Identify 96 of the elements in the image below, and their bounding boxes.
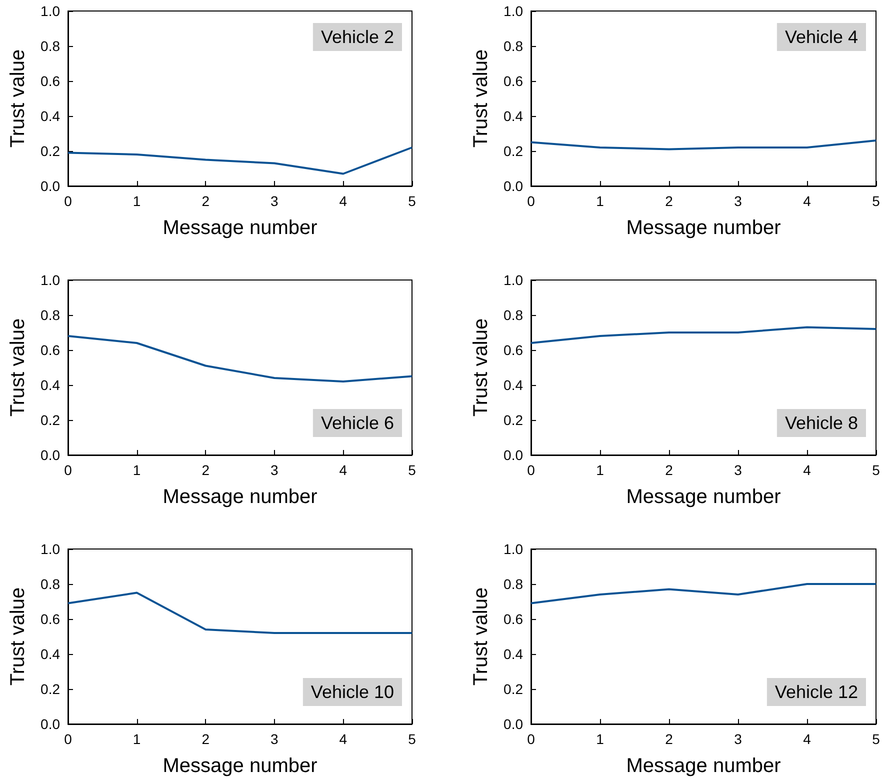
y-tick-label: 1.0 bbox=[504, 541, 524, 557]
y-tick-label: 0.2 bbox=[504, 412, 524, 428]
y-tick-label: 0.0 bbox=[40, 447, 60, 463]
y-axis-title: Trust value bbox=[7, 318, 29, 417]
x-tick-label: 2 bbox=[202, 462, 210, 478]
y-tick-label: 0.2 bbox=[40, 681, 60, 697]
y-tick-label: 0.2 bbox=[504, 143, 524, 159]
x-tick-label: 0 bbox=[64, 193, 72, 209]
y-tick-label: 1.0 bbox=[40, 3, 60, 19]
x-tick-label: 2 bbox=[665, 731, 674, 747]
x-tick-label: 3 bbox=[270, 462, 278, 478]
x-tick-label: 1 bbox=[596, 731, 604, 747]
y-tick-label: 0.6 bbox=[504, 611, 524, 627]
x-tick-label: 5 bbox=[408, 193, 416, 209]
x-axis-title: Message number bbox=[162, 755, 318, 777]
y-tick-label: 0.6 bbox=[504, 73, 524, 89]
x-tick-label: 5 bbox=[408, 731, 416, 747]
y-tick-label: 0.6 bbox=[40, 73, 60, 89]
x-tick-label: 1 bbox=[596, 462, 604, 478]
x-axis-title: Message number bbox=[162, 486, 318, 508]
y-tick-label: 0.0 bbox=[504, 178, 524, 194]
y-tick-label: 1.0 bbox=[40, 541, 60, 557]
y-axis-title: Trust value bbox=[470, 318, 492, 417]
x-tick-label: 2 bbox=[202, 731, 210, 747]
y-tick-label: 0.8 bbox=[504, 38, 524, 54]
x-tick-label: 4 bbox=[803, 193, 812, 209]
x-tick-label: 3 bbox=[734, 193, 742, 209]
line-series bbox=[530, 140, 877, 150]
y-tick-label: 0.6 bbox=[40, 342, 60, 358]
annotation: Vehicle 2 bbox=[320, 27, 394, 47]
y-axis-title: Trust value bbox=[7, 49, 29, 148]
y-tick-label: 1.0 bbox=[504, 3, 524, 19]
y-tick-label: 0.0 bbox=[40, 716, 60, 732]
x-tick-label: 1 bbox=[132, 462, 141, 478]
x-tick-label: 1 bbox=[132, 731, 141, 747]
y-tick-label: 0.8 bbox=[40, 38, 60, 54]
y-tick-label: 0.4 bbox=[40, 377, 60, 393]
annotation: Vehicle 6 bbox=[320, 413, 394, 433]
x-tick-label: 4 bbox=[339, 731, 348, 747]
y-tick-label: 0.8 bbox=[40, 307, 60, 323]
y-tick-label: 0.4 bbox=[40, 646, 60, 662]
x-tick-label: 2 bbox=[665, 193, 674, 209]
x-tick-label: 3 bbox=[734, 462, 742, 478]
x-tick-label: 1 bbox=[596, 193, 604, 209]
y-axis-title: Trust value bbox=[7, 587, 29, 686]
x-tick-label: 0 bbox=[527, 462, 536, 478]
x-tick-label: 3 bbox=[270, 193, 278, 209]
y-tick-label: 0.8 bbox=[40, 576, 60, 592]
x-tick-label: 5 bbox=[872, 462, 880, 478]
x-axis-title: Message number bbox=[626, 755, 782, 777]
x-tick-label: 0 bbox=[64, 731, 72, 747]
line-series bbox=[67, 335, 413, 382]
y-tick-label: 0.8 bbox=[504, 307, 524, 323]
annotation: Vehicle 4 bbox=[784, 27, 858, 47]
line-series bbox=[530, 326, 877, 344]
y-tick-label: 0.0 bbox=[504, 447, 524, 463]
y-tick-label: 0.2 bbox=[40, 412, 60, 428]
y-axis-title: Trust value bbox=[470, 49, 492, 148]
annotation: Vehicle 8 bbox=[784, 413, 858, 433]
x-tick-label: 5 bbox=[408, 462, 416, 478]
x-tick-label: 1 bbox=[132, 193, 141, 209]
x-axis-title: Message number bbox=[626, 217, 782, 239]
line-series bbox=[67, 592, 413, 634]
x-tick-label: 4 bbox=[339, 193, 348, 209]
y-tick-label: 0.4 bbox=[504, 108, 524, 124]
x-tick-label: 2 bbox=[202, 193, 210, 209]
y-tick-label: 0.8 bbox=[504, 576, 524, 592]
x-tick-label: 4 bbox=[803, 731, 812, 747]
x-tick-label: 3 bbox=[734, 731, 742, 747]
line-series bbox=[530, 583, 877, 604]
y-tick-label: 0.4 bbox=[40, 108, 60, 124]
annotation: Vehicle 12 bbox=[774, 682, 858, 702]
y-tick-label: 0.4 bbox=[504, 646, 524, 662]
y-tick-label: 0.0 bbox=[40, 178, 60, 194]
line-series bbox=[67, 146, 413, 175]
x-tick-label: 2 bbox=[665, 462, 674, 478]
x-tick-label: 3 bbox=[270, 731, 278, 747]
y-tick-label: 1.0 bbox=[40, 272, 60, 288]
x-tick-label: 0 bbox=[527, 731, 536, 747]
y-axis-title: Trust value bbox=[470, 587, 492, 686]
x-tick-label: 4 bbox=[803, 462, 812, 478]
x-axis-title: Message number bbox=[626, 486, 782, 508]
y-tick-label: 1.0 bbox=[504, 272, 524, 288]
x-tick-label: 0 bbox=[64, 462, 72, 478]
y-tick-label: 0.6 bbox=[40, 611, 60, 627]
y-tick-label: 0.2 bbox=[504, 681, 524, 697]
x-tick-label: 4 bbox=[339, 462, 348, 478]
y-tick-label: 0.0 bbox=[504, 716, 524, 732]
x-axis-title: Message number bbox=[162, 217, 318, 239]
x-tick-label: 0 bbox=[527, 193, 536, 209]
y-tick-label: 0.2 bbox=[40, 143, 60, 159]
y-tick-label: 0.6 bbox=[504, 342, 524, 358]
x-tick-label: 5 bbox=[872, 193, 880, 209]
y-tick-label: 0.4 bbox=[504, 377, 524, 393]
annotation: Vehicle 10 bbox=[310, 682, 394, 702]
x-tick-label: 5 bbox=[872, 731, 880, 747]
